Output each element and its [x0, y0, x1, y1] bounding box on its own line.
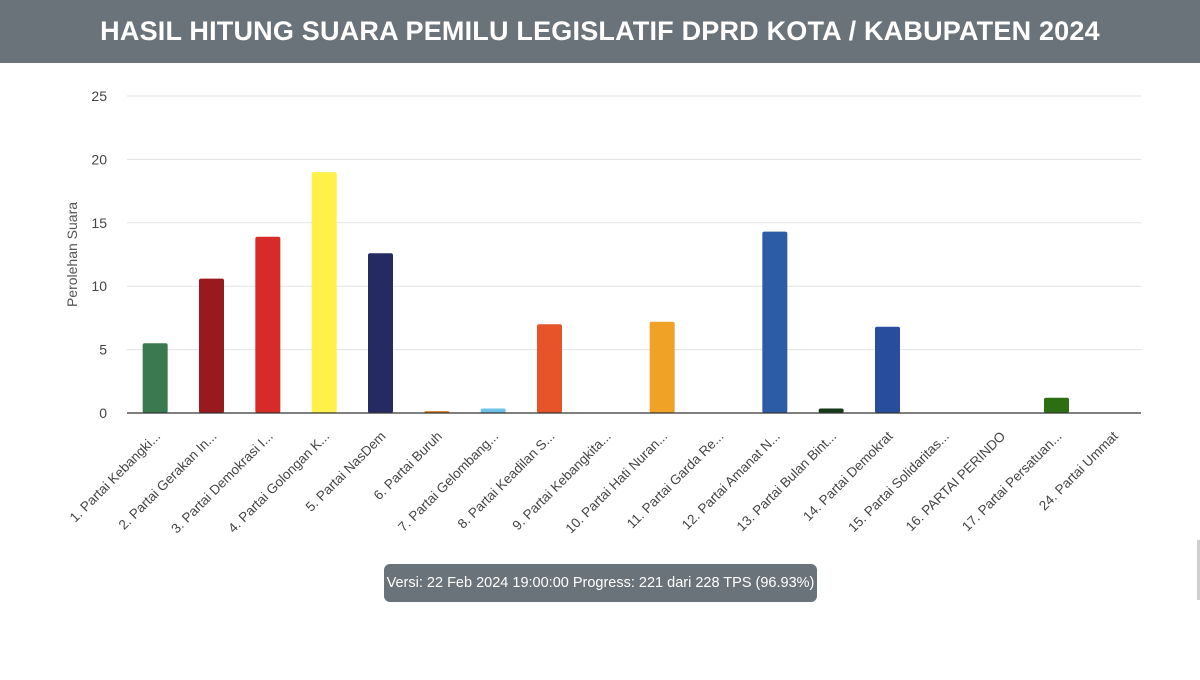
y-tick-label: 0: [99, 405, 107, 421]
x-tick-label: 15. Partai Solidaritas...: [845, 429, 952, 536]
x-tick-label: 17. Partai Persatuan...: [959, 429, 1065, 535]
bar[interactable]: [1044, 397, 1069, 413]
chart-area: 0 5 10 15 20 25 Perolehan Suara 1. Partai Keba…: [0, 63, 1200, 680]
bar[interactable]: [762, 231, 788, 413]
bar[interactable]: [480, 408, 506, 413]
y-tick-label: 10: [91, 278, 107, 294]
bars: [142, 172, 1069, 413]
x-tick-label: 1. Partai Kebangki...: [67, 429, 164, 526]
category-labels: 1. Partai Kebangki...2. Partai Gerakan I…: [67, 428, 1121, 536]
x-tick-label: 7. Partai Gelombang...: [395, 429, 501, 535]
x-tick-label: 8. Partai Keadilan S...: [455, 429, 558, 532]
page-title: HASIL HITUNG SUARA PEMILU LEGISLATIF DPR…: [100, 16, 1100, 46]
y-tick-label: 20: [91, 151, 107, 167]
bar[interactable]: [311, 172, 337, 413]
page-header: HASIL HITUNG SUARA PEMILU LEGISLATIF DPR…: [0, 0, 1200, 63]
gridlines: [127, 95, 1141, 351]
bar[interactable]: [255, 236, 281, 413]
x-tick-label: 11. Partai Garda Re...: [624, 429, 727, 532]
x-tick-label: 4. Partai Golongan K...: [225, 429, 332, 536]
y-tick-label: 15: [91, 215, 107, 231]
version-progress-badge: Versi: 22 Feb 2024 19:00:00 Progress: 22…: [384, 564, 817, 602]
x-tick-label: 16. PARTAI PERINDO: [903, 429, 1009, 535]
bar[interactable]: [537, 324, 562, 413]
bar[interactable]: [875, 326, 900, 413]
x-tick-label: 10. Partai Hati Nuran...: [563, 429, 671, 537]
bar[interactable]: [142, 343, 168, 413]
x-tick-label: 9. Partai Kebangkita...: [509, 429, 614, 534]
x-tick-label: 13. Partai Bulan Bint...: [734, 429, 840, 535]
x-tick-label: 12. Partai Amanat N...: [679, 429, 783, 533]
x-tick-label: 2. Partai Gerakan In...: [116, 429, 220, 533]
bar[interactable]: [649, 321, 675, 413]
scrollbar-thumb[interactable]: [1197, 540, 1200, 600]
vote-bar-chart: 0 5 10 15 20 25 Perolehan Suara 1. Partai Keba…: [64, 88, 1141, 536]
axes: 0 5 10 15 20 25 Perolehan Suara: [64, 88, 1141, 421]
y-tick-label: 5: [99, 342, 107, 358]
bar[interactable]: [199, 278, 224, 413]
bar[interactable]: [818, 408, 844, 413]
y-axis-title: Perolehan Suara: [64, 202, 80, 307]
x-tick-label: 3. Partai Demokrasi I...: [168, 429, 276, 537]
bar[interactable]: [368, 253, 393, 413]
y-tick-label: 25: [91, 88, 107, 104]
